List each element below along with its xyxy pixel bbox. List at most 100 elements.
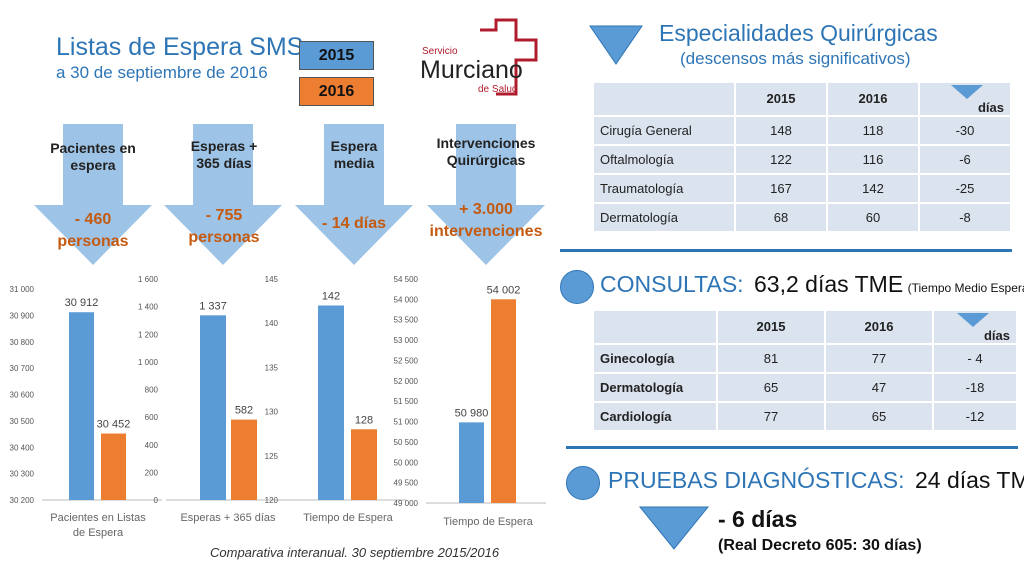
charts-layer: 30 200 30 300 30 400 30 500 30 600 30 700 30 8… bbox=[10, 275, 546, 539]
table-cell: -30 bbox=[918, 114, 1012, 146]
tick-label: 49 500 bbox=[394, 479, 419, 488]
table-row: Traumatología 167 142 -25 bbox=[592, 172, 1012, 204]
table-cell: 77 bbox=[824, 342, 934, 374]
tick-label: 145 bbox=[265, 275, 279, 284]
tick-label: 31 000 bbox=[10, 285, 35, 294]
table-header-cell: 2015 bbox=[734, 81, 828, 117]
section-divider bbox=[566, 446, 1018, 449]
logo-line1: Servicio bbox=[422, 46, 458, 57]
table-cell: Traumatología bbox=[592, 172, 736, 204]
table-cell: 81 bbox=[716, 342, 826, 374]
bar-2016 bbox=[351, 429, 377, 500]
tick-label: 30 200 bbox=[10, 496, 35, 505]
table-cell: Oftalmología bbox=[592, 143, 736, 175]
bar-2015 bbox=[459, 422, 484, 503]
table-header-row: 2015 2016 días bbox=[592, 309, 1018, 345]
x-axis-label: Esperas + 365 días bbox=[180, 512, 276, 524]
arrow-label-esperas: Esperas + 365 días bbox=[190, 138, 258, 171]
pruebas-value: 24 días TME bbox=[914, 467, 1024, 493]
table-cell: 65 bbox=[824, 400, 934, 432]
table-cell: Cardiología bbox=[592, 400, 718, 432]
tick-label: 1 600 bbox=[138, 275, 159, 284]
tick-label: 30 400 bbox=[10, 443, 35, 452]
table-cell: - 4 bbox=[932, 342, 1018, 374]
bar-2015 bbox=[200, 315, 226, 500]
arrow-value-intervenciones: + 3.000 intervenciones bbox=[429, 201, 543, 240]
arrow-esperas bbox=[164, 124, 282, 265]
arrow-value-media: - 14 días bbox=[321, 215, 387, 232]
tick-label: 49 000 bbox=[394, 499, 419, 508]
arrows-layer bbox=[34, 124, 545, 265]
footer-note: Comparativa interanual. 30 septiembre 20… bbox=[210, 545, 500, 560]
table-header-cell bbox=[592, 81, 736, 117]
tick-label: 51 500 bbox=[394, 397, 419, 406]
data-label: 50 980 bbox=[455, 407, 489, 419]
table-cell: Dermatología bbox=[592, 371, 718, 403]
triangle-down-icon bbox=[951, 84, 983, 99]
table-header-cell: días bbox=[918, 81, 1012, 117]
tick-label: 800 bbox=[145, 386, 159, 395]
table-cell: 167 bbox=[734, 172, 828, 204]
arrow-value-esperas: - 755 personas bbox=[188, 207, 260, 246]
data-label: 128 bbox=[355, 414, 373, 426]
table-cell: -12 bbox=[932, 400, 1018, 432]
tick-label: 30 500 bbox=[10, 417, 35, 426]
tick-label: 1 200 bbox=[138, 330, 159, 339]
table-cell: Dermatología bbox=[592, 201, 736, 233]
tick-label: 51 000 bbox=[394, 418, 419, 427]
tick-label: 130 bbox=[265, 408, 279, 417]
tick-label: 53 000 bbox=[394, 336, 419, 345]
table-cell: 47 bbox=[824, 371, 934, 403]
table-row: Dermatología 65 47 -18 bbox=[592, 371, 1018, 403]
table-header-cell bbox=[592, 309, 718, 345]
table-cell: -18 bbox=[932, 371, 1018, 403]
triangle-down-icon bbox=[589, 25, 643, 65]
table-row: Cardiología 77 65 -12 bbox=[592, 400, 1018, 432]
data-label: 582 bbox=[235, 405, 253, 417]
tick-label: 1 400 bbox=[138, 303, 159, 312]
bar-2015 bbox=[69, 312, 94, 500]
pruebas-heading: PRUEBAS DIAGNÓSTICAS: 24 días TME bbox=[608, 467, 1024, 494]
table-row: Cirugía General 148 118 -30 bbox=[592, 114, 1012, 146]
consultas-note: (Tiempo Medio Espera) bbox=[907, 281, 1024, 295]
tick-label: 30 300 bbox=[10, 470, 35, 479]
table-cell: 60 bbox=[826, 201, 920, 233]
tick-label: 30 600 bbox=[10, 391, 35, 400]
table-cell: Ginecología bbox=[592, 342, 718, 374]
bullet-circle-icon bbox=[560, 270, 594, 304]
tick-label: 50 000 bbox=[394, 458, 419, 467]
pruebas-delta: - 6 días bbox=[718, 506, 798, 532]
quirurgicas-table: 2015 2016 días Cirugía General 148 118 -… bbox=[592, 81, 1012, 233]
arrow-pacientes bbox=[34, 124, 152, 265]
consultas-table: 2015 2016 días Ginecología 81 77 - 4 Der… bbox=[592, 309, 1018, 432]
pruebas-decree: (Real Decreto 605: 30 días) bbox=[718, 537, 922, 554]
tick-label: 400 bbox=[145, 441, 159, 450]
table-header-cell: días bbox=[932, 309, 1018, 345]
arrow-value-pacientes: - 460 personas bbox=[57, 211, 129, 250]
table-row: Ginecología 81 77 - 4 bbox=[592, 342, 1018, 374]
data-label: 142 bbox=[322, 291, 340, 303]
table-cell: 65 bbox=[716, 371, 826, 403]
tick-label: 54 000 bbox=[394, 295, 419, 304]
bar-2016 bbox=[491, 299, 516, 503]
arrow-label-intervenciones: Intervenciones Quirúrgicas bbox=[436, 135, 536, 168]
tick-label: 140 bbox=[265, 319, 279, 328]
triangle-down-icon bbox=[957, 312, 989, 327]
sms-logo: Servicio Murciano de Salud bbox=[418, 12, 550, 106]
tick-label: 135 bbox=[265, 363, 279, 372]
tick-label: 30 700 bbox=[10, 364, 35, 373]
tick-label: 200 bbox=[145, 468, 159, 477]
table-cell: 148 bbox=[734, 114, 828, 146]
table-header-cell: 2015 bbox=[716, 309, 826, 345]
bar-2016 bbox=[101, 433, 126, 500]
arrow-media bbox=[295, 124, 413, 265]
table-header-row: 2015 2016 días bbox=[592, 81, 1012, 117]
table-cell: 122 bbox=[734, 143, 828, 175]
logo-line3: de Salud bbox=[478, 84, 517, 95]
bar-2015 bbox=[318, 305, 344, 500]
tick-label: 54 500 bbox=[394, 275, 419, 284]
consultas-label: CONSULTAS: bbox=[600, 271, 744, 297]
tick-label: 120 bbox=[265, 496, 279, 505]
table-cell: 116 bbox=[826, 143, 920, 175]
table-row: Oftalmología 122 116 -6 bbox=[592, 143, 1012, 175]
